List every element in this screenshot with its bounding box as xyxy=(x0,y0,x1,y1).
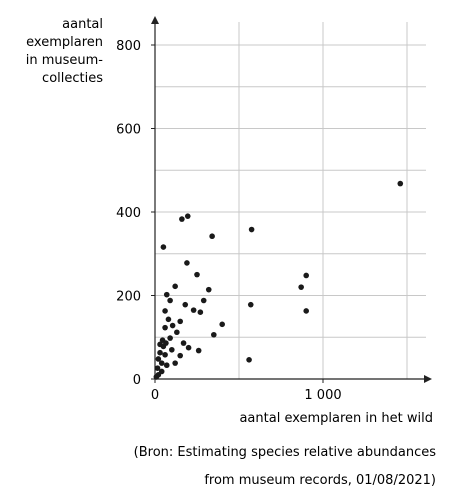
y-tick-label: 200 xyxy=(116,290,141,305)
data-point xyxy=(162,324,168,331)
data-point xyxy=(298,284,304,290)
data-point xyxy=(185,344,192,351)
data-point xyxy=(165,316,172,323)
data-point xyxy=(180,340,187,346)
y-axis-label-line-2: exemplaren xyxy=(26,35,103,50)
data-point xyxy=(246,356,252,363)
y-tick-label: 800 xyxy=(116,39,141,54)
data-point xyxy=(303,308,310,314)
data-point xyxy=(157,349,163,356)
y-axis-label-line-4: collecties xyxy=(42,71,103,86)
data-point xyxy=(160,343,167,350)
data-point xyxy=(182,301,189,308)
data-point xyxy=(167,297,173,304)
data-point xyxy=(172,283,178,290)
data-point xyxy=(219,321,225,328)
data-point xyxy=(209,233,215,240)
data-points xyxy=(153,180,404,380)
data-point xyxy=(194,271,200,278)
x-axis-arrow xyxy=(424,375,432,383)
data-point xyxy=(303,272,310,279)
y-axis-label-line-1: aantal xyxy=(62,17,103,32)
y-axis-label-line-3: in museum- xyxy=(26,53,104,68)
grid xyxy=(155,22,426,379)
data-point xyxy=(169,346,175,353)
y-tick-label: 0 xyxy=(133,373,141,388)
data-point xyxy=(177,318,183,325)
data-point xyxy=(172,360,178,366)
x-tick-label: 1 000 xyxy=(304,388,341,403)
data-point xyxy=(247,301,254,308)
data-point xyxy=(397,180,404,187)
y-tick-label: 400 xyxy=(116,206,141,221)
data-point xyxy=(211,331,217,338)
data-point xyxy=(248,226,255,233)
data-point xyxy=(195,347,202,354)
data-point xyxy=(197,309,204,316)
axes xyxy=(151,16,432,383)
data-point xyxy=(162,351,168,358)
data-point xyxy=(162,308,168,314)
data-point xyxy=(174,329,180,336)
data-point xyxy=(158,360,165,366)
data-point xyxy=(177,352,183,359)
source-line-1: (Bron: Estimating species relative abund… xyxy=(134,445,437,460)
data-point xyxy=(163,362,170,369)
data-point xyxy=(154,365,161,371)
data-point xyxy=(184,213,191,219)
data-point xyxy=(163,291,170,298)
data-point xyxy=(167,335,173,341)
data-point xyxy=(200,297,207,304)
y-tick-label: 600 xyxy=(116,123,141,138)
data-point xyxy=(190,307,197,313)
x-tick-label: 0 xyxy=(151,388,159,403)
data-point xyxy=(184,260,190,266)
source-line-2: from museum records, 01/08/2021) xyxy=(204,473,436,488)
data-point xyxy=(155,356,162,362)
data-point xyxy=(160,244,167,250)
data-point xyxy=(205,286,212,293)
y-axis-arrow xyxy=(151,16,159,24)
data-point xyxy=(179,216,185,222)
x-axis-label: aantal exemplaren in het wild xyxy=(239,411,433,426)
data-point xyxy=(169,322,176,329)
data-point xyxy=(153,374,160,380)
